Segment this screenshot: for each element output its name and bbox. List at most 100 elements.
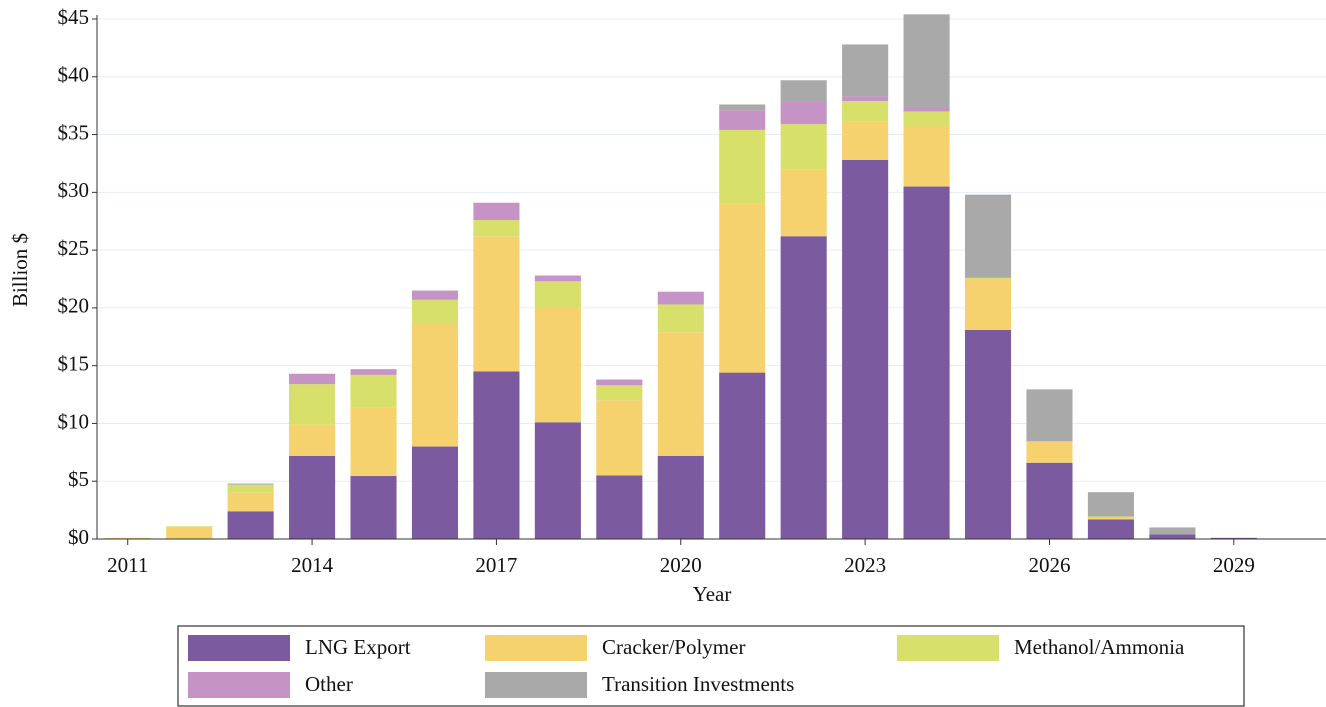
bar-segment <box>1087 492 1134 517</box>
bar-segment <box>657 332 704 456</box>
bar-segment <box>657 455 704 539</box>
legend-label: Other <box>305 672 353 696</box>
legend-swatch <box>897 635 999 661</box>
y-tick-label: $35 <box>58 120 90 144</box>
legend-swatch <box>485 635 587 661</box>
bar-segment <box>1087 517 1134 520</box>
bar-segment <box>964 329 1012 539</box>
bar-segment <box>289 424 336 456</box>
bar-segment <box>780 169 827 237</box>
bar-segment <box>473 236 520 372</box>
legend-swatch <box>188 635 290 661</box>
bar-segment <box>1210 537 1257 539</box>
bar-segment <box>227 483 274 485</box>
bar-segment <box>411 446 459 539</box>
bar-segment <box>964 277 1012 279</box>
bar-segment <box>166 527 213 539</box>
bar-segment <box>411 290 459 300</box>
x-tick-label: 2011 <box>107 553 148 577</box>
bar-segment <box>780 80 827 102</box>
y-tick-label: $40 <box>58 63 90 87</box>
bar-segment <box>411 299 459 325</box>
bar-segment <box>534 275 581 282</box>
bar-segment <box>289 455 336 539</box>
bar-segment <box>719 203 766 373</box>
x-axis-label: Year <box>693 582 732 606</box>
bar-segment <box>842 159 889 539</box>
bar-segment <box>903 14 950 108</box>
bar-segment <box>719 104 766 111</box>
y-tick-label: $15 <box>58 351 90 375</box>
bar-segment <box>1149 534 1196 539</box>
bar-segment <box>534 281 581 308</box>
bar-segment <box>964 279 1012 330</box>
bar-segment <box>596 475 643 539</box>
bar-segment <box>596 379 643 386</box>
bar-segment <box>964 194 1012 278</box>
bar-segment <box>657 304 704 333</box>
x-tick-label: 2023 <box>844 553 886 577</box>
y-tick-label: $0 <box>68 525 89 549</box>
bar-segment <box>350 369 397 375</box>
legend-box <box>177 625 1245 707</box>
bar-segment <box>780 101 827 125</box>
bar-segment <box>903 186 950 540</box>
bar-segment <box>842 96 889 102</box>
bar-segment <box>1026 462 1073 539</box>
legend-label: Transition Investments <box>602 672 794 696</box>
bar-segment <box>1087 516 1134 518</box>
legend-label: LNG Export <box>305 635 411 659</box>
bar-segment <box>227 484 274 493</box>
y-tick-label: $45 <box>58 5 90 29</box>
y-tick-label: $20 <box>58 294 90 318</box>
bar-segment <box>1026 389 1073 442</box>
bar-segment <box>411 324 459 447</box>
x-tick-label: 2029 <box>1213 553 1255 577</box>
bar-segment <box>719 110 766 130</box>
y-tick-label: $5 <box>68 467 89 491</box>
bar-segment <box>1026 441 1073 442</box>
x-tick-label: 2017 <box>475 553 517 577</box>
bar-segment <box>903 107 950 112</box>
bar-segment <box>842 121 889 160</box>
y-tick-label: $10 <box>58 409 90 433</box>
y-tick-label: $25 <box>58 236 90 260</box>
bar-segment <box>842 44 889 97</box>
bar-segment <box>473 371 520 539</box>
bar-segment <box>719 372 766 539</box>
bar-segment <box>1026 441 1073 463</box>
legend-label: Cracker/Polymer <box>602 635 745 659</box>
bar-segment <box>780 124 827 170</box>
bar-segment <box>1149 527 1196 535</box>
legend-swatch <box>485 672 587 698</box>
bar-segment <box>1087 519 1134 539</box>
bar-segment <box>350 374 397 408</box>
bar-segment <box>903 111 950 127</box>
legend-swatch <box>188 672 290 698</box>
bar-segment <box>227 511 274 539</box>
bar-segment <box>596 400 643 476</box>
bar-segment <box>473 202 520 221</box>
bar-segment <box>166 526 213 528</box>
bar-segment <box>719 129 766 204</box>
bar-segment <box>104 537 151 539</box>
bar-segment <box>903 126 950 187</box>
bar-segment <box>534 307 581 423</box>
bar-segment <box>289 373 336 385</box>
bar-segment <box>596 385 643 401</box>
bar-segment <box>350 407 397 477</box>
bar-segment <box>780 236 827 539</box>
x-tick-label: 2026 <box>1028 553 1070 577</box>
y-axis-label: Billion $ <box>8 233 32 307</box>
bar-segment <box>534 422 581 539</box>
bar-segment <box>289 384 336 425</box>
bar-segment <box>227 492 274 512</box>
bar-segment <box>842 101 889 122</box>
bar-segment <box>350 476 397 539</box>
legend-label: Methanol/Ammonia <box>1014 635 1185 659</box>
bar-segment <box>473 220 520 237</box>
y-tick-label: $30 <box>58 178 90 202</box>
bar-segment <box>657 291 704 305</box>
x-tick-label: 2014 <box>291 553 334 577</box>
